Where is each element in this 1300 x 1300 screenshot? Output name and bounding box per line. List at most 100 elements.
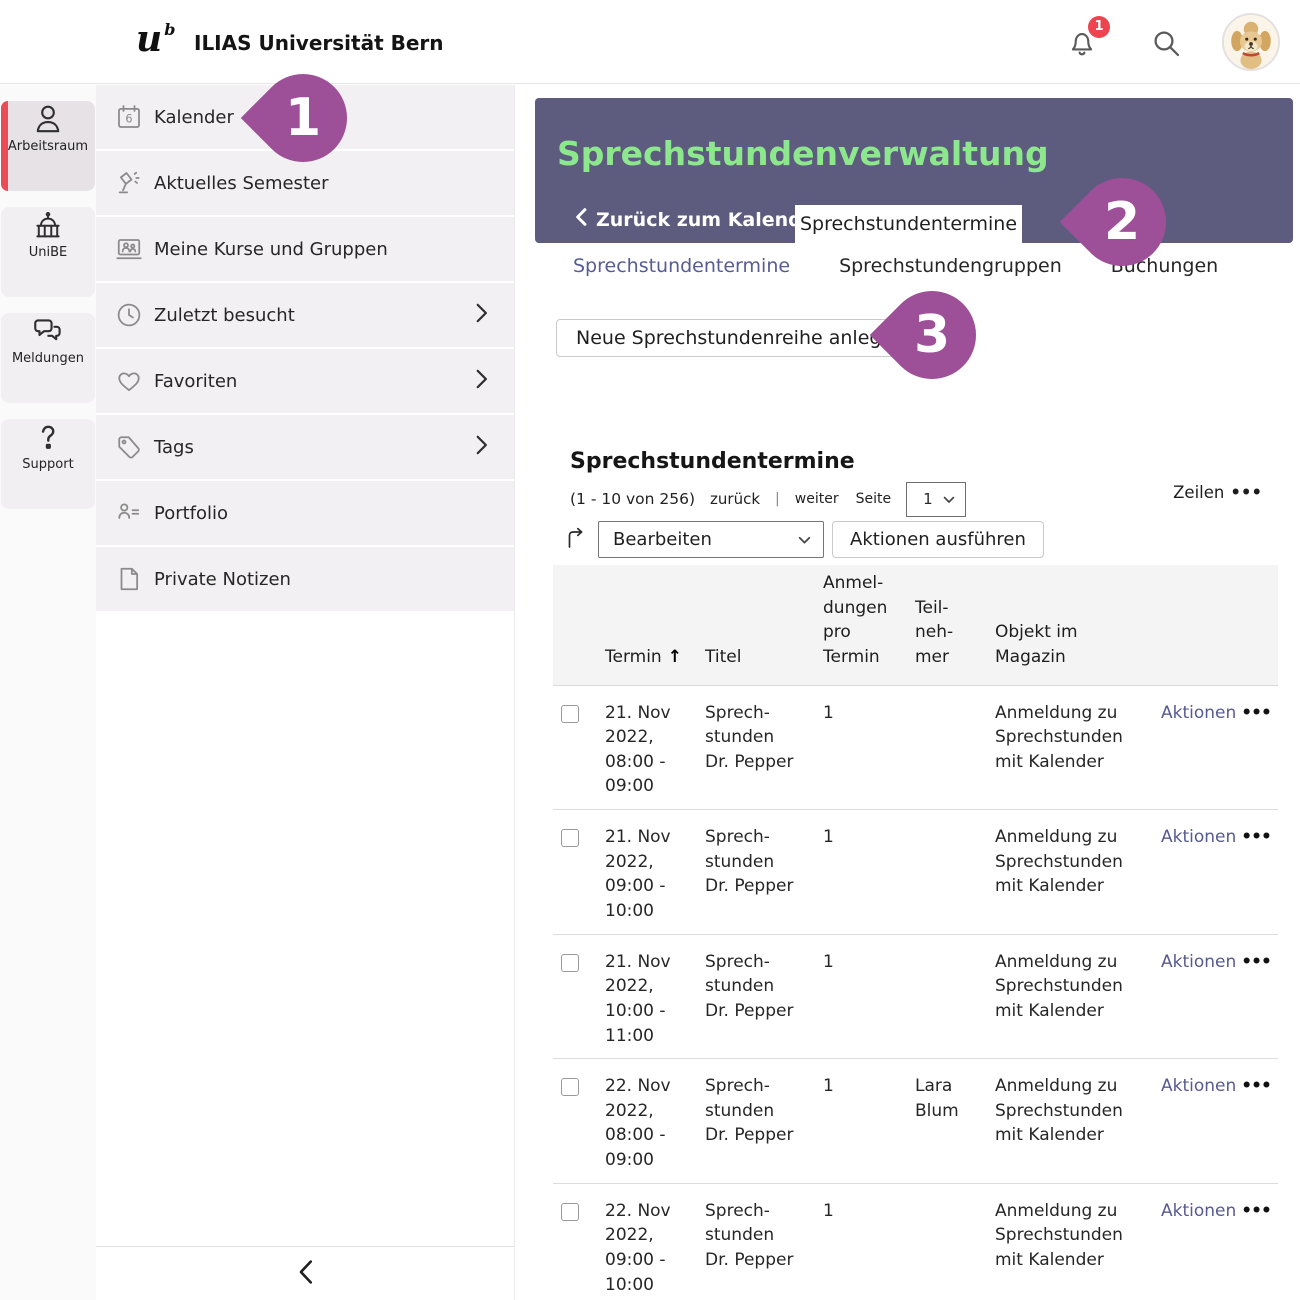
column-header-anmeldungen[interactable]: Anmel- dungen pro Termin (815, 565, 907, 686)
sidebar-item-label: Tags (154, 436, 194, 458)
sidebar-item-label: Meine Kurse und Gruppen (154, 238, 388, 260)
bulk-actions-row: Bearbeiten Aktionen ausführen (564, 521, 1044, 558)
header-tab-sprechstundentermine[interactable]: Sprechstundentermine (795, 205, 1022, 243)
table-row: 22. Nov 2022, 08:00 - 09:00 Sprech- stun… (553, 1058, 1278, 1184)
calendar-icon: 6 (114, 102, 144, 132)
cell-objekt: Anmeldung zu Sprechstunden mit Kalender (987, 685, 1153, 811)
sidebar-item-label: Kalender (154, 106, 234, 128)
pagination-prev-link[interactable]: zurück (710, 490, 761, 508)
sidebar-collapse-button[interactable] (96, 1246, 514, 1300)
ellipsis-icon: ••• (1230, 483, 1262, 502)
ellipsis-icon[interactable]: ••• (1241, 702, 1272, 723)
rows-menu-label: Zeilen (1173, 483, 1225, 502)
ellipsis-icon[interactable]: ••• (1241, 1200, 1272, 1221)
cell-termin: 21. Nov 2022, 10:00 - 11:00 (597, 934, 697, 1060)
rows-menu-button[interactable]: Zeilen ••• (1173, 483, 1262, 502)
sidebar-menu: 6 Kalender Aktuelles Semester (96, 85, 515, 1300)
row-actions-link[interactable]: Aktionen (1161, 1200, 1237, 1221)
search-button[interactable] (1150, 26, 1182, 64)
app-title: ILIAS Universität Bern (194, 31, 444, 55)
chevron-down-icon (798, 529, 811, 550)
cell-teilnehmer (907, 809, 987, 935)
ellipsis-icon[interactable]: ••• (1241, 827, 1272, 848)
column-header-titel[interactable]: Titel (697, 565, 815, 686)
back-to-calendar-link[interactable]: Zurück zum Kalender (575, 208, 824, 231)
row-checkbox[interactable] (561, 953, 579, 972)
sidebar-item-private-notizen[interactable]: Private Notizen (96, 547, 514, 611)
row-actions-link[interactable]: Aktionen (1161, 1076, 1237, 1097)
cell-objekt: Anmeldung zu Sprechstunden mit Kalender (987, 1058, 1153, 1184)
callout-number: 1 (284, 88, 322, 148)
tab-sprechstundentermine[interactable]: Sprechstundentermine (573, 255, 791, 277)
cell-teilnehmer (907, 934, 987, 1060)
pagination-page-label: Seite (855, 491, 892, 507)
row-checkbox[interactable] (561, 704, 579, 723)
notifications-button[interactable]: 1 (1066, 16, 1110, 64)
cell-anmeldungen: 1 (815, 1058, 907, 1184)
sidebar-item-favoriten[interactable]: Favoriten (96, 349, 514, 413)
row-checkbox[interactable] (561, 829, 579, 848)
sidebar-item-portfolio[interactable]: Portfolio (96, 481, 514, 545)
cell-termin: 22. Nov 2022, 08:00 - 09:00 (597, 1058, 697, 1184)
rail-item-support[interactable]: Support (1, 419, 95, 509)
chevron-right-icon (475, 303, 488, 327)
rail-item-label: Arbeitsraum (7, 139, 89, 154)
row-checkbox[interactable] (561, 1202, 579, 1221)
page-title: Sprechstundenverwaltung (557, 134, 1049, 173)
new-consultation-series-button[interactable]: Neue Sprechstundenreihe anlegen (556, 319, 926, 357)
column-header-aktionen (1153, 565, 1278, 686)
rail-item-meldungen[interactable]: Meldungen (1, 313, 95, 403)
callout-number: 2 (1103, 192, 1141, 252)
page-select-value: 1 (923, 490, 933, 508)
pagination: (1 - 10 von 256) zurück | weiter Seite 1 (570, 481, 967, 517)
callout-marker-3: 3 (869, 272, 995, 398)
sidebar-item-zuletzt-besucht[interactable]: Zuletzt besucht (96, 283, 514, 347)
ellipsis-icon[interactable]: ••• (1241, 951, 1272, 972)
sidebar-item-tags[interactable]: Tags (96, 415, 514, 479)
column-header-teilnehmer[interactable]: Teil- neh- mer (907, 565, 987, 686)
rail-item-arbeitsraum[interactable]: Arbeitsraum (1, 101, 95, 191)
note-icon (114, 564, 144, 594)
tab-sprechstundengruppen[interactable]: Sprechstundengruppen (839, 255, 1062, 277)
bulk-action-select[interactable]: Bearbeiten (598, 521, 824, 558)
heart-icon (114, 366, 144, 396)
cell-anmeldungen: 1 (815, 809, 907, 935)
rail-item-label: UniBE (28, 245, 68, 260)
select-all-column-header (553, 565, 597, 686)
cell-anmeldungen: 1 (815, 934, 907, 1060)
rail-item-unibe[interactable]: UniBE (1, 207, 95, 297)
sidebar-item-meine-kurse-und-gruppen[interactable]: Meine Kurse und Gruppen (96, 217, 514, 281)
row-actions-link[interactable]: Aktionen (1161, 827, 1237, 848)
pagination-next-link[interactable]: weiter (794, 491, 839, 507)
column-header-termin[interactable]: Termin ↑ (597, 565, 697, 686)
cell-termin: 22. Nov 2022, 09:00 - 10:00 (597, 1183, 697, 1300)
row-checkbox[interactable] (561, 1078, 579, 1097)
ellipsis-icon[interactable]: ••• (1241, 1076, 1272, 1097)
desk-lamp-icon (114, 168, 144, 198)
chevron-right-icon (475, 369, 488, 393)
consultation-appointments-table: Termin ↑ Titel Anmel- dungen pro Termin T… (553, 565, 1278, 1300)
row-actions-link[interactable]: Aktionen (1161, 951, 1237, 972)
page-header-panel: Sprechstundenverwaltung Zurück zum Kalen… (535, 98, 1293, 243)
column-header-objekt[interactable]: Objekt im Magazin (987, 565, 1153, 686)
user-avatar[interactable] (1222, 13, 1280, 71)
chevron-left-icon (575, 208, 587, 231)
cell-anmeldungen: 1 (815, 685, 907, 811)
rail-item-label: Support (22, 457, 74, 472)
university-icon (1, 207, 95, 245)
row-actions-link[interactable]: Aktionen (1161, 702, 1237, 723)
table-header-row: Termin ↑ Titel Anmel- dungen pro Termin T… (553, 565, 1278, 686)
person-icon (1, 101, 95, 139)
page-select[interactable]: 1 (906, 481, 967, 517)
cell-titel: Sprech- stunden Dr. Pepper (697, 934, 815, 1060)
column-label: Termin (605, 646, 662, 667)
table-row: 21. Nov 2022, 08:00 - 09:00 Sprech- stun… (553, 685, 1278, 811)
table-row: 22. Nov 2022, 09:00 - 10:00 Sprech- stun… (553, 1183, 1278, 1300)
sidebar-item-aktuelles-semester[interactable]: Aktuelles Semester (96, 151, 514, 215)
cell-termin: 21. Nov 2022, 08:00 - 09:00 (597, 685, 697, 811)
execute-actions-button[interactable]: Aktionen ausführen (832, 521, 1044, 558)
question-mark-icon (1, 419, 95, 457)
sort-ascending-icon[interactable]: ↑ (667, 646, 682, 667)
